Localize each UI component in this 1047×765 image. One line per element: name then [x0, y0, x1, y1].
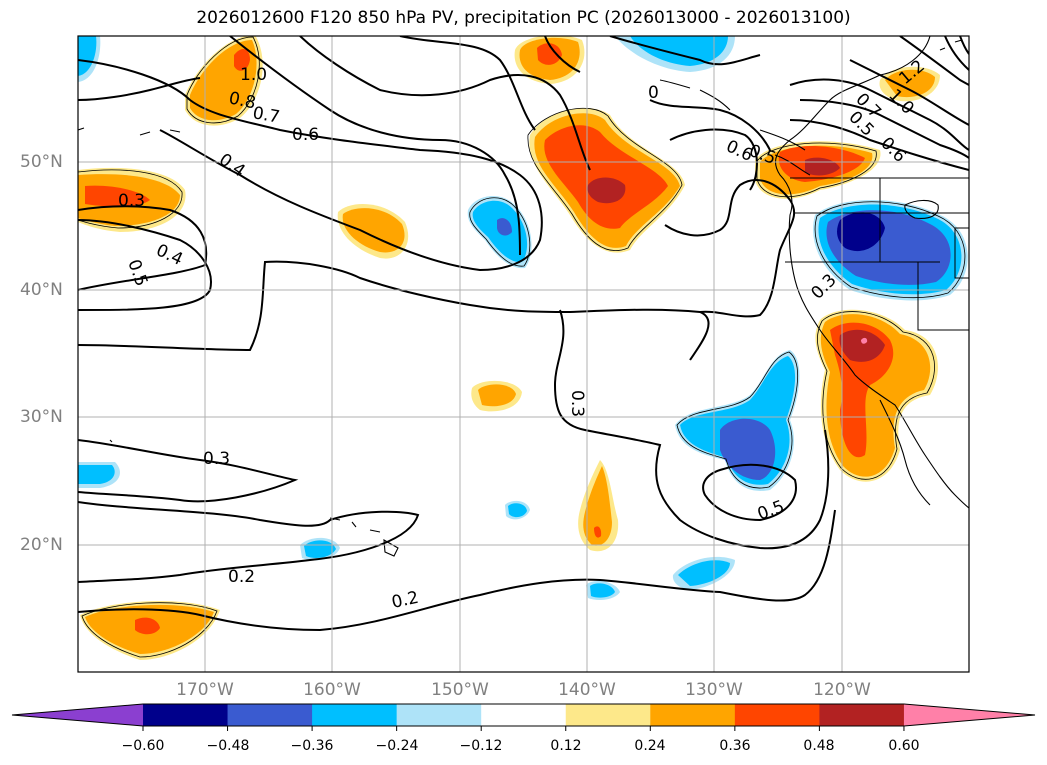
- precip-positive-area: [537, 43, 562, 65]
- contour-label: 0.2: [228, 567, 255, 587]
- precip-positive-area: [583, 466, 612, 546]
- precip-negative-area: [497, 218, 512, 236]
- colorbar-bin: [312, 704, 398, 726]
- precip-negative-area: [837, 212, 885, 252]
- precip-negative-area: [720, 418, 776, 480]
- colorbar-extend-low: [12, 704, 143, 726]
- lat-label: 40°N: [20, 280, 63, 300]
- precip-positive-area: [594, 526, 602, 538]
- contour-label: 0: [648, 83, 659, 103]
- contour-label: 0.3: [118, 191, 145, 211]
- colorbar-tick-label: 0.36: [719, 738, 751, 754]
- lon-label: 150°W: [431, 680, 489, 700]
- lon-label: 140°W: [558, 680, 616, 700]
- contour-label: 0.6: [292, 125, 319, 145]
- contour-label: 0.5: [755, 497, 787, 525]
- colorbar-tick-label: −0.48: [206, 738, 250, 754]
- lon-label: 130°W: [685, 680, 743, 700]
- colorbar-extend-high: [903, 704, 1035, 726]
- precip-positive-area: [234, 48, 250, 71]
- map-frame: [77, 35, 970, 673]
- colorbar-bin: [819, 704, 905, 726]
- contour-label: 0.5: [123, 257, 151, 289]
- contour-label: 0.7: [251, 103, 281, 127]
- precip-positive-area: [839, 329, 885, 362]
- colorbar-bin: [734, 704, 820, 726]
- lat-label: 30°N: [20, 407, 63, 427]
- map-title: 2026012600 F120 850 hPa PV, precipitatio…: [196, 8, 851, 28]
- precip-positive-area: [861, 337, 868, 344]
- colorbar-tick-label: −0.24: [375, 738, 419, 754]
- precip-positive-area: [544, 125, 668, 229]
- graticule: [78, 36, 969, 672]
- lon-label: 120°W: [813, 680, 871, 700]
- contour-labels: 1.0 0.8 0.7 0.6 0.4 0.3 0.4 0.5 0.5 0.3 …: [118, 56, 929, 613]
- precip-positive-area: [885, 69, 935, 98]
- colorbar-tick-label: 0.48: [803, 738, 835, 754]
- precip-positive-area: [85, 185, 150, 207]
- colorbar-bin: [143, 704, 229, 726]
- colorbar-tick-label: −0.36: [290, 738, 334, 754]
- precip-positive-area: [587, 177, 626, 204]
- precip-outlines: [78, 36, 966, 658]
- lon-label: 160°W: [303, 680, 361, 700]
- precip-negative-area: [508, 503, 527, 518]
- precip-negative-area: [590, 583, 615, 598]
- contour-label: 0.3: [567, 390, 587, 417]
- colorbar-bin: [227, 704, 313, 726]
- colorbar-tick-label: −0.60: [121, 738, 165, 754]
- precip-negative-area: [630, 36, 728, 66]
- lat-label: 20°N: [20, 535, 63, 555]
- precip-positive-area: [478, 384, 516, 407]
- colorbar-bin: [565, 704, 651, 726]
- colorbar-bin: [650, 704, 736, 726]
- contour-label: 0.4: [153, 240, 186, 270]
- lat-label: 50°N: [20, 152, 63, 172]
- colorbar-bin: [481, 704, 567, 726]
- contour-label: 0.3: [203, 449, 230, 469]
- precip-negative-area: [78, 36, 97, 76]
- precip-positive-area: [342, 208, 405, 253]
- colorbar-tick-label: 0.60: [888, 738, 920, 754]
- precip-shading: [78, 36, 968, 660]
- contour-label: 0.2: [390, 588, 421, 613]
- precip-positive-area: [135, 617, 160, 635]
- colorbar-tick-label: −0.12: [459, 738, 503, 754]
- pv-contours: [78, 36, 969, 632]
- colorbar-tick-label: 0.12: [550, 738, 582, 754]
- contour-label: 1.0: [240, 65, 267, 85]
- colorbar-tick-label: 0.24: [634, 738, 666, 754]
- lon-label: 170°W: [176, 680, 234, 700]
- colorbar-bin: [396, 704, 482, 726]
- precip-negative-area: [678, 560, 730, 586]
- boundaries: [785, 177, 969, 331]
- precip-negative-area: [78, 465, 115, 484]
- colorbar: [11, 703, 1036, 731]
